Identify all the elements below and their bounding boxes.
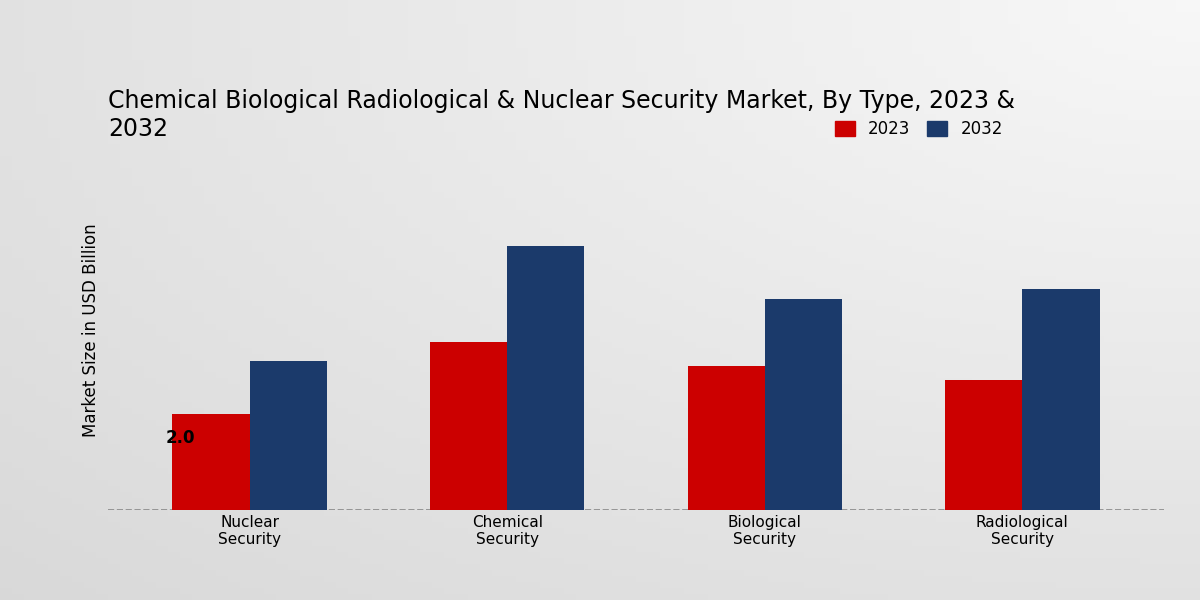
Y-axis label: Market Size in USD Billion: Market Size in USD Billion [82,223,100,437]
Text: Chemical Biological Radiological & Nuclear Security Market, By Type, 2023 &
2032: Chemical Biological Radiological & Nucle… [108,89,1015,141]
Bar [688,366,764,510]
Bar [173,414,250,510]
Bar [1022,289,1099,510]
Bar [764,299,842,510]
Legend: 2023, 2032: 2023, 2032 [829,115,1008,143]
Text: 2.0: 2.0 [166,429,196,447]
Bar [946,380,1022,510]
Bar [430,342,508,510]
Bar [508,246,584,510]
Bar [250,361,326,510]
